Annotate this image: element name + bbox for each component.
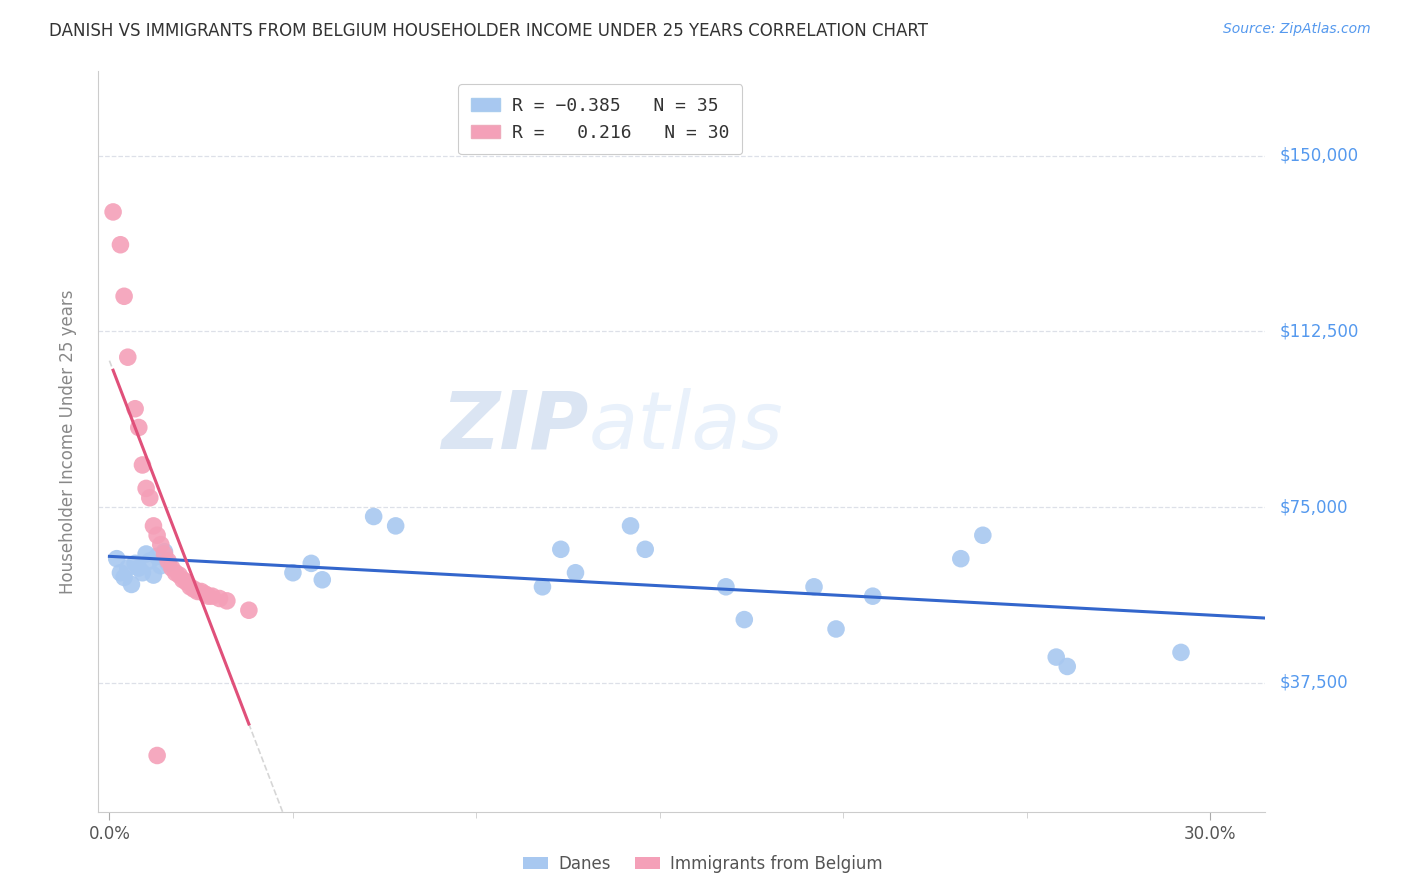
Legend: Danes, Immigrants from Belgium: Danes, Immigrants from Belgium: [516, 848, 890, 880]
Point: [299, 557, 322, 571]
Point: [714, 580, 737, 594]
Point: [153, 547, 176, 561]
Point: [110, 237, 132, 252]
Point: [197, 589, 219, 603]
Text: $37,500: $37,500: [1279, 673, 1348, 692]
Point: [949, 551, 972, 566]
Point: [105, 551, 128, 566]
Point: [120, 577, 142, 591]
Text: Source: ZipAtlas.com: Source: ZipAtlas.com: [1223, 22, 1371, 37]
Point: [167, 568, 190, 582]
Point: [128, 420, 150, 434]
Point: [112, 289, 135, 303]
Point: [862, 589, 884, 603]
Text: $75,000: $75,000: [1279, 498, 1348, 516]
Point: [131, 458, 153, 472]
Point: [311, 573, 333, 587]
Point: [619, 519, 641, 533]
Point: [190, 584, 212, 599]
Point: [124, 557, 146, 571]
Point: [186, 584, 208, 599]
Point: [110, 566, 132, 580]
Point: [117, 350, 139, 364]
Text: $112,500: $112,500: [1279, 322, 1358, 341]
Point: [135, 482, 157, 496]
Point: [157, 557, 180, 571]
Point: [146, 748, 169, 763]
Point: [176, 575, 198, 590]
Point: [128, 561, 150, 575]
Y-axis label: Householder Income Under 25 years: Householder Income Under 25 years: [59, 289, 77, 594]
Point: [201, 589, 224, 603]
Point: [1045, 650, 1067, 665]
Point: [803, 580, 825, 594]
Point: [131, 566, 153, 580]
Point: [384, 519, 406, 533]
Text: ZIP: ZIP: [441, 388, 589, 466]
Point: [165, 566, 187, 580]
Text: DANISH VS IMMIGRANTS FROM BELGIUM HOUSEHOLDER INCOME UNDER 25 YEARS CORRELATION : DANISH VS IMMIGRANTS FROM BELGIUM HOUSEH…: [49, 22, 928, 40]
Point: [149, 558, 172, 573]
Point: [1056, 659, 1078, 673]
Point: [142, 519, 165, 533]
Point: [281, 566, 304, 580]
Point: [1170, 645, 1192, 659]
Point: [972, 528, 994, 542]
Text: $150,000: $150,000: [1279, 146, 1358, 165]
Point: [215, 594, 238, 608]
Point: [157, 554, 180, 568]
Point: [825, 622, 848, 636]
Point: [160, 561, 183, 575]
Point: [135, 547, 157, 561]
Point: [153, 544, 176, 558]
Point: [139, 554, 162, 568]
Point: [550, 542, 572, 557]
Point: [208, 591, 231, 606]
Point: [139, 491, 162, 505]
Point: [363, 509, 385, 524]
Text: atlas: atlas: [589, 388, 783, 466]
Point: [238, 603, 260, 617]
Point: [733, 613, 755, 627]
Point: [142, 568, 165, 582]
Point: [179, 580, 201, 594]
Point: [112, 570, 135, 584]
Point: [101, 205, 124, 219]
Point: [172, 573, 194, 587]
Legend: R = −0.385   N = 35, R =   0.216   N = 30: R = −0.385 N = 35, R = 0.216 N = 30: [458, 84, 742, 154]
Point: [634, 542, 657, 557]
Point: [149, 538, 172, 552]
Point: [531, 580, 554, 594]
Point: [564, 566, 586, 580]
Point: [146, 528, 169, 542]
Point: [183, 582, 205, 596]
Point: [124, 401, 146, 416]
Point: [194, 587, 217, 601]
Point: [117, 561, 139, 575]
Point: [146, 549, 169, 564]
